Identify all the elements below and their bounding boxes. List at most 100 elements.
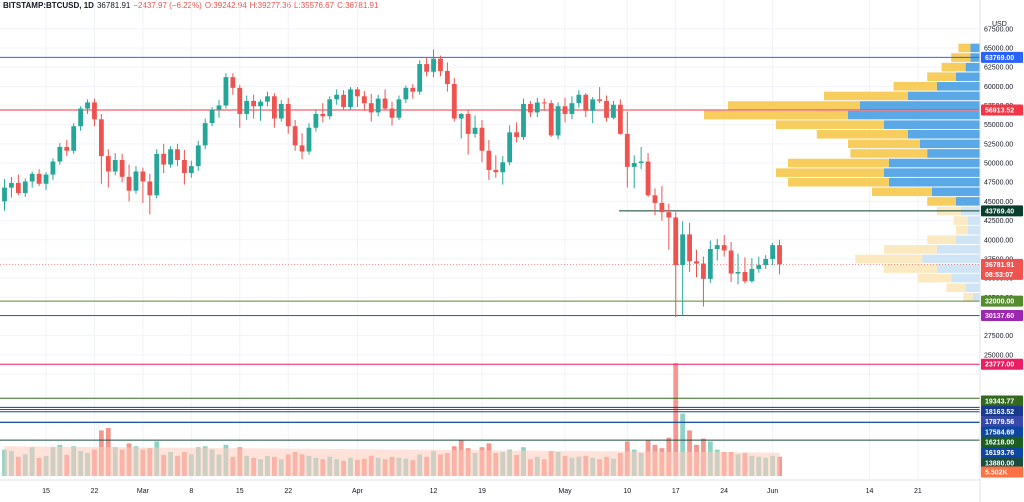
profile-down-bar bbox=[920, 139, 980, 149]
high-value: H:39277.36 bbox=[249, 1, 292, 10]
profile-up-bar bbox=[728, 101, 860, 110]
candle-body bbox=[147, 181, 153, 196]
candle-body bbox=[244, 100, 250, 114]
candle-body bbox=[458, 113, 464, 119]
candle-body bbox=[126, 176, 132, 191]
profile-down-bar bbox=[908, 91, 980, 101]
volume-bars bbox=[2, 363, 782, 476]
x-tick-label: 22 bbox=[284, 488, 292, 495]
candles[interactable] bbox=[2, 49, 782, 318]
candle-body bbox=[285, 103, 291, 127]
y-tick-label: 47500.00 bbox=[984, 180, 1013, 187]
profile-up-bar bbox=[884, 264, 937, 273]
profile-up-bar bbox=[893, 82, 937, 91]
candle-body bbox=[424, 64, 430, 72]
candle-body bbox=[604, 100, 609, 118]
candle-body bbox=[707, 248, 713, 279]
candle-body bbox=[361, 96, 367, 104]
grid-lines bbox=[0, 0, 988, 480]
profile-down-bar bbox=[860, 101, 980, 110]
y-tick-label: 42500.00 bbox=[984, 218, 1013, 225]
volume-profile bbox=[704, 43, 980, 302]
candle-body bbox=[140, 171, 146, 182]
candle-body bbox=[341, 94, 346, 108]
level-tag: 18163.52 bbox=[985, 409, 1014, 416]
profile-down-bar bbox=[965, 62, 980, 72]
candle-body bbox=[223, 77, 229, 106]
y-tick-label: 27500.00 bbox=[984, 333, 1013, 340]
price-change: −2437.97 (−6.22%) bbox=[133, 1, 202, 10]
x-axis: 1522Mar81522Apr1219May101724Jun1421Ju bbox=[0, 479, 1024, 495]
profile-up-bar bbox=[917, 273, 952, 283]
candle-body bbox=[112, 159, 118, 172]
candle-body bbox=[105, 156, 111, 172]
profile-up-bar bbox=[816, 129, 908, 139]
profile-up-bar bbox=[704, 110, 848, 120]
candle-body bbox=[721, 245, 727, 251]
level-tag: 63769.00 bbox=[985, 55, 1014, 62]
candle-body bbox=[355, 89, 360, 97]
profile-up-bar bbox=[953, 216, 968, 225]
x-tick-label: 14 bbox=[866, 488, 874, 495]
candle-body bbox=[182, 159, 187, 174]
profile-up-bar bbox=[848, 139, 920, 149]
candle-body bbox=[528, 103, 533, 113]
candle-body bbox=[15, 182, 21, 193]
candle-body bbox=[237, 87, 243, 114]
profile-up-bar bbox=[946, 283, 966, 293]
candle-body bbox=[431, 58, 436, 72]
candle-body bbox=[403, 87, 409, 100]
candle-body bbox=[417, 64, 423, 92]
level-tag: 19343.77 bbox=[985, 399, 1014, 406]
candle-body bbox=[728, 250, 734, 274]
candle-body bbox=[673, 217, 679, 266]
profile-down-bar bbox=[936, 245, 980, 254]
low-value: L:35576.67 bbox=[294, 1, 335, 10]
candle-body bbox=[611, 104, 616, 118]
level-tag-bg bbox=[981, 405, 1023, 417]
x-tick-label: 15 bbox=[42, 488, 50, 495]
x-tick-label: Jun bbox=[767, 488, 778, 495]
level-tag: 56913.52 bbox=[985, 107, 1014, 114]
candle-body bbox=[555, 106, 561, 136]
candle-body bbox=[597, 99, 603, 101]
profile-up-bar bbox=[788, 177, 889, 187]
x-tick-label: 22 bbox=[91, 488, 99, 495]
level-tag-bg bbox=[981, 51, 1023, 63]
x-tick-label: 8 bbox=[189, 488, 193, 495]
candle-body bbox=[133, 171, 139, 191]
profile-up-bar bbox=[927, 197, 956, 206]
profile-down-bar bbox=[970, 43, 980, 53]
symbol-label[interactable]: BITSTAMP:BTCUSD, 1D bbox=[3, 1, 94, 10]
candle-body bbox=[410, 87, 416, 92]
candle-body bbox=[389, 108, 395, 118]
level-tag-bg bbox=[981, 395, 1023, 407]
candle-body bbox=[258, 101, 263, 107]
candle-body bbox=[216, 105, 222, 111]
candle-body bbox=[22, 181, 28, 193]
candle-body bbox=[756, 265, 762, 269]
candle-body bbox=[541, 102, 547, 104]
candle-body bbox=[306, 127, 312, 152]
candle-body bbox=[396, 99, 402, 118]
level-tag-bg bbox=[981, 426, 1023, 438]
level-tag: 17584.69 bbox=[985, 429, 1014, 436]
profile-up-bar bbox=[788, 158, 889, 168]
level-tag: 17879.56 bbox=[985, 419, 1014, 426]
level-tag: 43769.40 bbox=[985, 208, 1014, 215]
candle-body bbox=[202, 123, 208, 146]
volume-average-area bbox=[4, 446, 780, 476]
y-tick-label: 65000.00 bbox=[984, 45, 1013, 52]
candle-body bbox=[694, 261, 699, 264]
horizontal-levels[interactable] bbox=[0, 56, 980, 441]
x-tick-label: 12 bbox=[430, 488, 438, 495]
candle-body bbox=[92, 102, 97, 120]
candle-body bbox=[195, 145, 201, 167]
x-tick-label: 15 bbox=[236, 488, 244, 495]
candle-body bbox=[368, 103, 374, 113]
y-tick-label: 55000.00 bbox=[984, 122, 1013, 129]
level-tag: 16218.00 bbox=[985, 440, 1014, 447]
y-tick-label: 40000.00 bbox=[984, 237, 1013, 244]
candle-body bbox=[562, 106, 568, 114]
